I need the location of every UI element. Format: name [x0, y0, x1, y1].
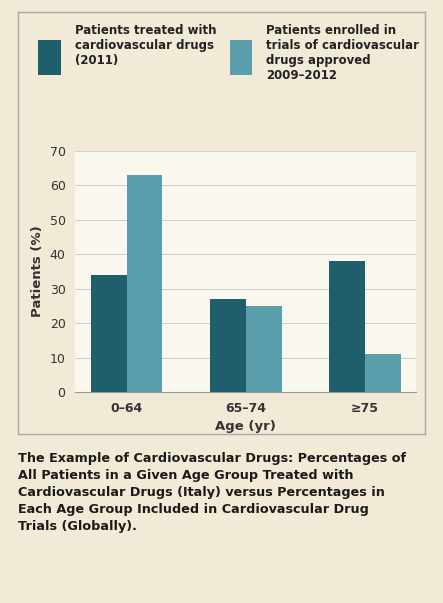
Bar	[365, 354, 401, 392]
Y-axis label: Patients (%): Patients (%)	[31, 226, 44, 317]
Text: The Example of Cardiovascular Drugs: Percentages of
All Patients in a Given Age : The Example of Cardiovascular Drugs: Per…	[18, 452, 406, 533]
Bar	[210, 299, 246, 392]
Bar	[91, 275, 127, 392]
FancyBboxPatch shape	[229, 40, 252, 75]
Text: Patients treated with
cardiovascular drugs
(2011): Patients treated with cardiovascular dru…	[75, 25, 216, 68]
Bar	[246, 306, 282, 392]
FancyBboxPatch shape	[38, 40, 61, 75]
Bar	[329, 261, 365, 392]
X-axis label: Age (yr): Age (yr)	[215, 420, 276, 433]
Bar	[127, 175, 163, 392]
Text: Patients enrolled in
trials of cardiovascular
drugs approved
2009–2012: Patients enrolled in trials of cardiovas…	[266, 25, 420, 83]
